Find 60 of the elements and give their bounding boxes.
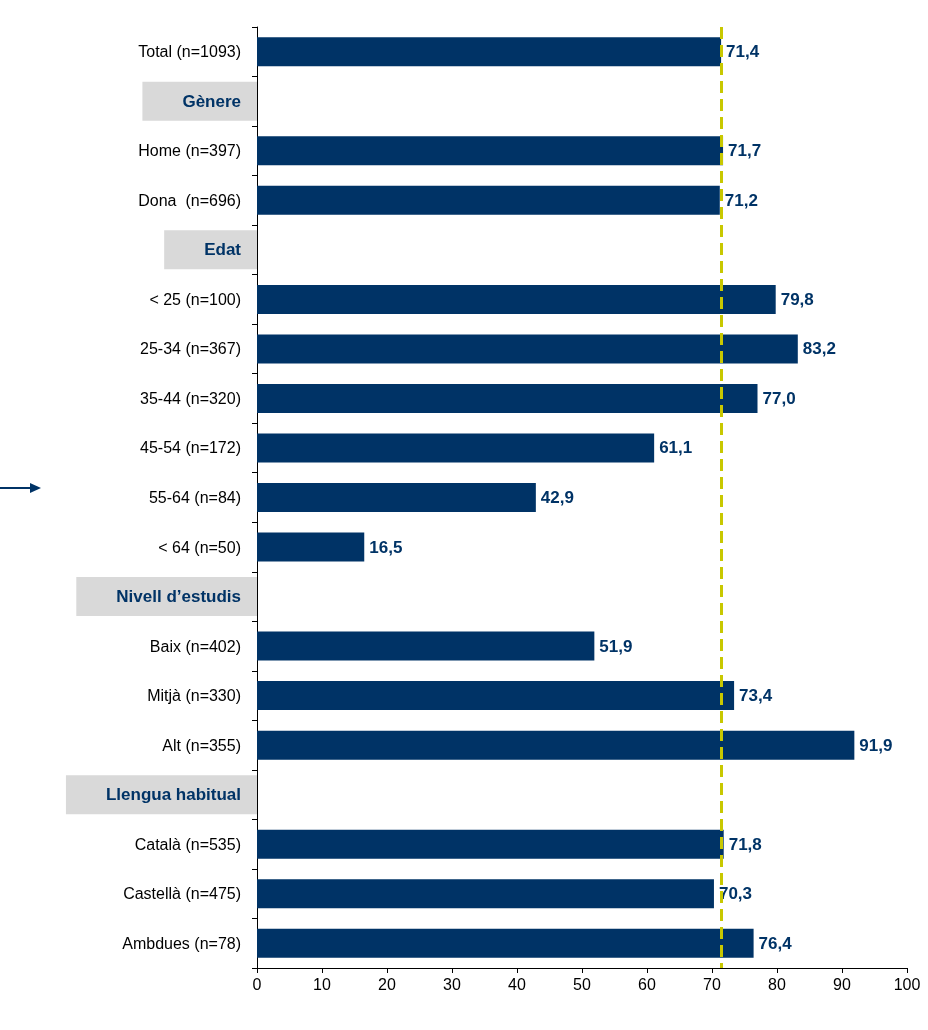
data-label: 71,4 (726, 42, 760, 62)
y-tick-label: Castellà (n=475) (123, 885, 241, 903)
y-tick-label: Alt (n=355) (162, 736, 241, 754)
x-tick-label: 0 (252, 975, 262, 993)
bar (257, 928, 754, 958)
y-tick-label: Mitjà (n=330) (147, 687, 241, 705)
bar (257, 433, 655, 463)
x-tick-label: 80 (768, 975, 786, 993)
data-label: 71,7 (728, 141, 762, 161)
y-tick-label: 25-34 (n=367) (140, 340, 241, 358)
x-tick-label: 100 (893, 975, 921, 993)
y-tick-label: 55-64 (n=84) (148, 489, 241, 506)
data-label: 73,4 (739, 686, 773, 706)
x-tick-label: 50 (573, 975, 591, 993)
bar (257, 37, 722, 67)
data-label: 16,5 (369, 537, 403, 557)
data-label: 77,0 (762, 388, 796, 408)
bar (257, 631, 595, 661)
bar (257, 730, 855, 760)
bar (257, 284, 776, 314)
y-tick-label: Home (n=397) (138, 142, 241, 160)
x-tick-label: 10 (313, 975, 331, 993)
bar (257, 136, 724, 166)
data-label: 83,2 (802, 339, 836, 359)
data-label: 91,9 (859, 735, 893, 755)
bar (257, 532, 365, 562)
y-tick-label: Nivell d’estudis (116, 587, 241, 607)
x-tick-label: 60 (638, 975, 656, 993)
y-tick-label: < 25 (n=100) (149, 290, 241, 308)
x-tick-label: 30 (443, 975, 461, 993)
y-tick-label: Ambdues (n=78) (122, 934, 241, 952)
bar (257, 185, 720, 215)
bar (257, 483, 536, 512)
bar (257, 829, 724, 859)
data-label: 79,8 (780, 289, 814, 309)
bar (257, 681, 735, 711)
data-label: 71,8 (728, 834, 762, 854)
y-tick-label: Llengua habitual (105, 785, 241, 805)
x-tick-label: 40 (508, 975, 526, 993)
x-tick-label: 90 (833, 975, 851, 993)
y-tick-label: Baix (n=402) (149, 637, 241, 655)
bar (257, 383, 758, 413)
y-tick-label: 35-44 (n=320) (140, 389, 241, 407)
data-label: 42,9 (540, 488, 574, 507)
x-tick-label: 70 (703, 975, 721, 993)
y-tick-label: 45-54 (n=172) (140, 439, 241, 457)
y-tick-label: < 64 (n=50) (158, 538, 241, 556)
bar (257, 334, 798, 364)
y-tick-label: Català (n=535) (134, 835, 241, 853)
bar (257, 879, 714, 909)
data-label: 51,9 (599, 636, 633, 656)
y-tick-label: Gènere (182, 91, 241, 111)
y-tick-label: Edat (204, 240, 242, 260)
data-label: 76,4 (758, 933, 793, 953)
data-label: 70,3 (718, 884, 753, 904)
y-tick-label: Dona (n=696) (138, 191, 241, 209)
x-tick-label: 20 (378, 975, 396, 993)
y-tick-label: Total (n=1093) (138, 43, 241, 61)
data-label: 71,2 (724, 190, 758, 210)
data-label: 61,1 (659, 438, 693, 458)
